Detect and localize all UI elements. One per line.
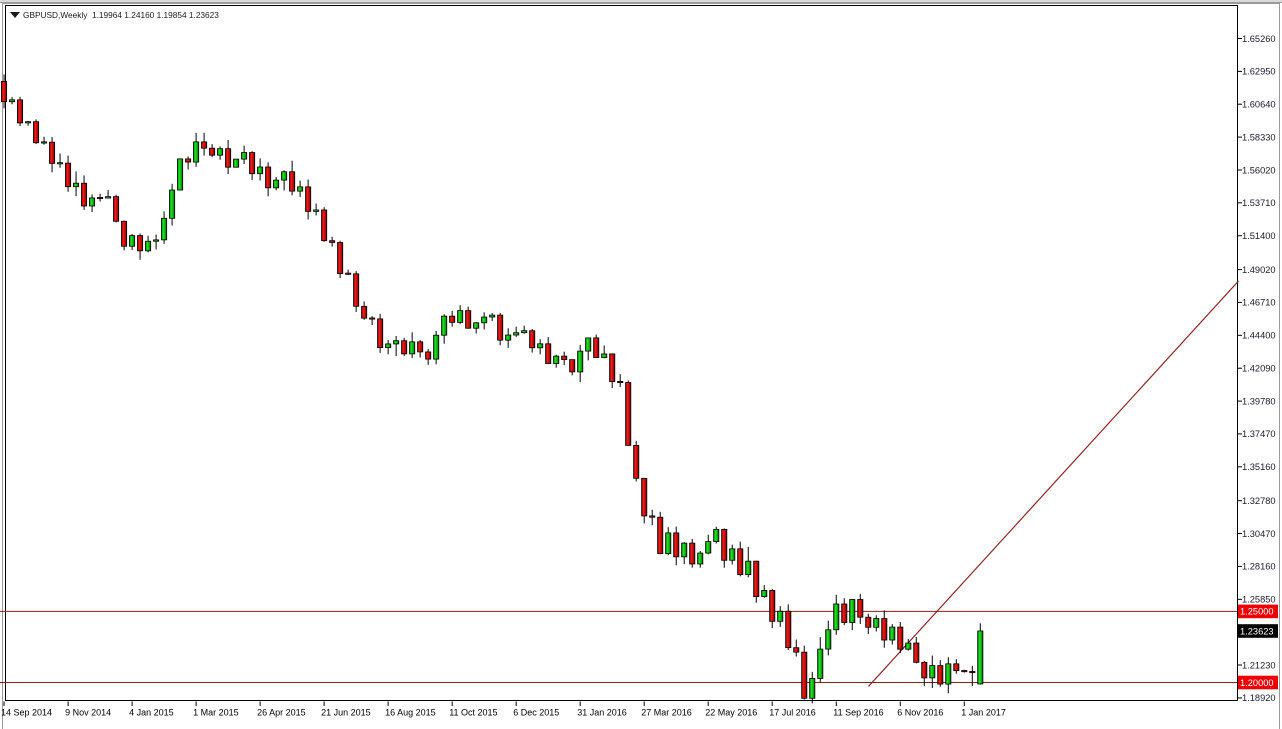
svg-text:1.39780: 1.39780	[1242, 396, 1276, 406]
svg-text:1.58330: 1.58330	[1242, 132, 1276, 142]
svg-text:17 Jul 2016: 17 Jul 2016	[769, 708, 816, 718]
svg-text:21 Jun 2015: 21 Jun 2015	[321, 708, 371, 718]
svg-text:27 Mar 2016: 27 Mar 2016	[641, 708, 692, 718]
svg-text:1.62950: 1.62950	[1242, 67, 1276, 77]
svg-text:31 Jan 2016: 31 Jan 2016	[577, 708, 627, 718]
svg-text:22 May 2016: 22 May 2016	[705, 708, 757, 718]
svg-text:1.30470: 1.30470	[1242, 529, 1276, 539]
svg-text:1.37470: 1.37470	[1242, 429, 1276, 439]
svg-text:1.35160: 1.35160	[1242, 462, 1276, 472]
svg-text:1.25000: 1.25000	[1240, 607, 1274, 617]
svg-text:1.49020: 1.49020	[1242, 265, 1276, 275]
svg-text:11 Oct 2015: 11 Oct 2015	[449, 708, 497, 718]
svg-text:14 Sep 2014: 14 Sep 2014	[1, 708, 52, 718]
svg-text:1.18920: 1.18920	[1242, 693, 1276, 703]
svg-text:1.65260: 1.65260	[1242, 34, 1276, 44]
svg-text:1.25850: 1.25850	[1242, 595, 1276, 605]
svg-text:1.44400: 1.44400	[1242, 331, 1276, 341]
svg-text:1 Jan 2017: 1 Jan 2017	[961, 708, 1006, 718]
svg-text:1.56020: 1.56020	[1242, 165, 1276, 175]
svg-text:16 Aug 2015: 16 Aug 2015	[385, 708, 436, 718]
svg-text:11 Sep 2016: 11 Sep 2016	[833, 708, 883, 718]
svg-text:1.53710: 1.53710	[1242, 198, 1276, 208]
svg-text:1.28160: 1.28160	[1242, 562, 1276, 572]
svg-text:1.23623: 1.23623	[1240, 626, 1274, 636]
svg-text:4 Jan 2015: 4 Jan 2015	[129, 708, 174, 718]
svg-text:1.21230: 1.21230	[1242, 660, 1276, 670]
svg-text:1.42090: 1.42090	[1242, 364, 1276, 374]
svg-text:1.32780: 1.32780	[1242, 496, 1276, 506]
svg-text:1.46710: 1.46710	[1242, 298, 1276, 308]
svg-text:6 Nov 2016: 6 Nov 2016	[897, 708, 943, 718]
svg-text:1.51400: 1.51400	[1242, 231, 1276, 241]
svg-text:26 Apr 2015: 26 Apr 2015	[257, 708, 306, 718]
svg-text:1.60640: 1.60640	[1242, 100, 1276, 110]
svg-text:1 Mar 2015: 1 Mar 2015	[193, 708, 239, 718]
svg-text:6 Dec 2015: 6 Dec 2015	[513, 708, 559, 718]
svg-text:9 Nov 2014: 9 Nov 2014	[65, 708, 111, 718]
svg-text:1.20000: 1.20000	[1240, 678, 1274, 688]
